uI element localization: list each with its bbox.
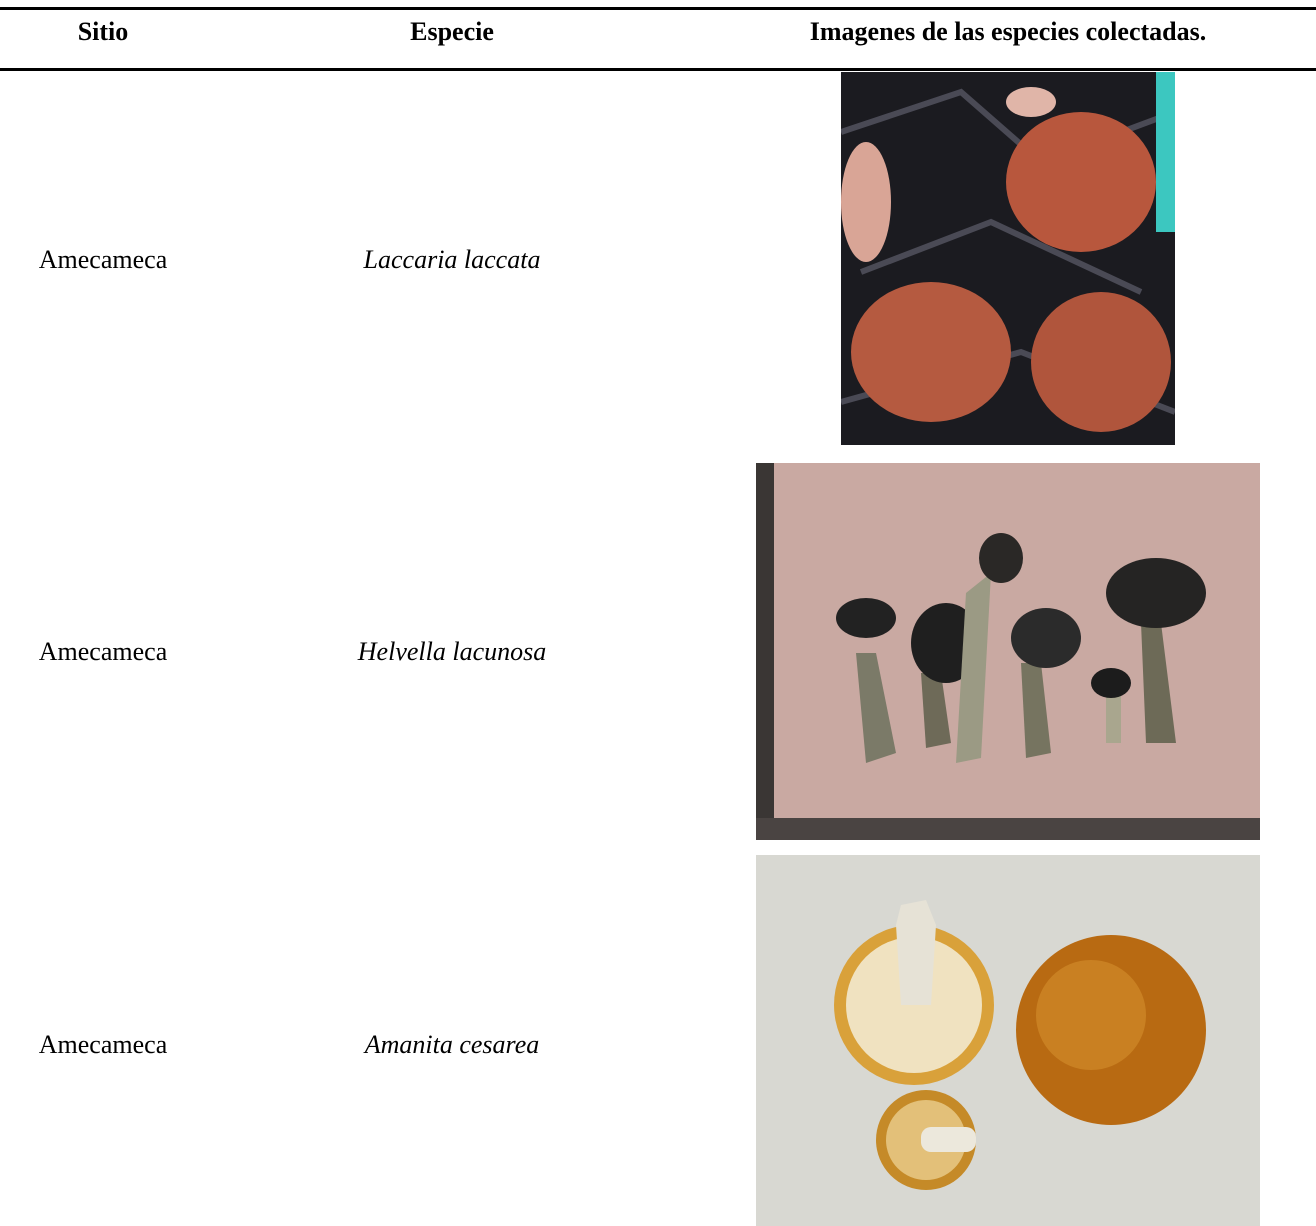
site-cell: Amecameca — [38, 637, 168, 666]
photo — [756, 463, 1260, 840]
header-cell: Especie — [410, 17, 494, 46]
site-cell: Amecameca — [38, 245, 168, 274]
photo — [841, 72, 1175, 445]
species-cell: Amanita cesarea — [364, 1030, 540, 1059]
photo — [756, 855, 1260, 1226]
header-cell: Sitio — [77, 17, 129, 46]
species-cell: Helvella lacunosa — [357, 637, 547, 666]
top-rule — [0, 7, 1316, 10]
site-cell: Amecameca — [38, 1030, 168, 1059]
header-cell: Imagenes de las especies colectadas. — [809, 17, 1207, 46]
species-cell: Laccaria laccata — [363, 245, 541, 274]
header-rule — [0, 68, 1316, 71]
